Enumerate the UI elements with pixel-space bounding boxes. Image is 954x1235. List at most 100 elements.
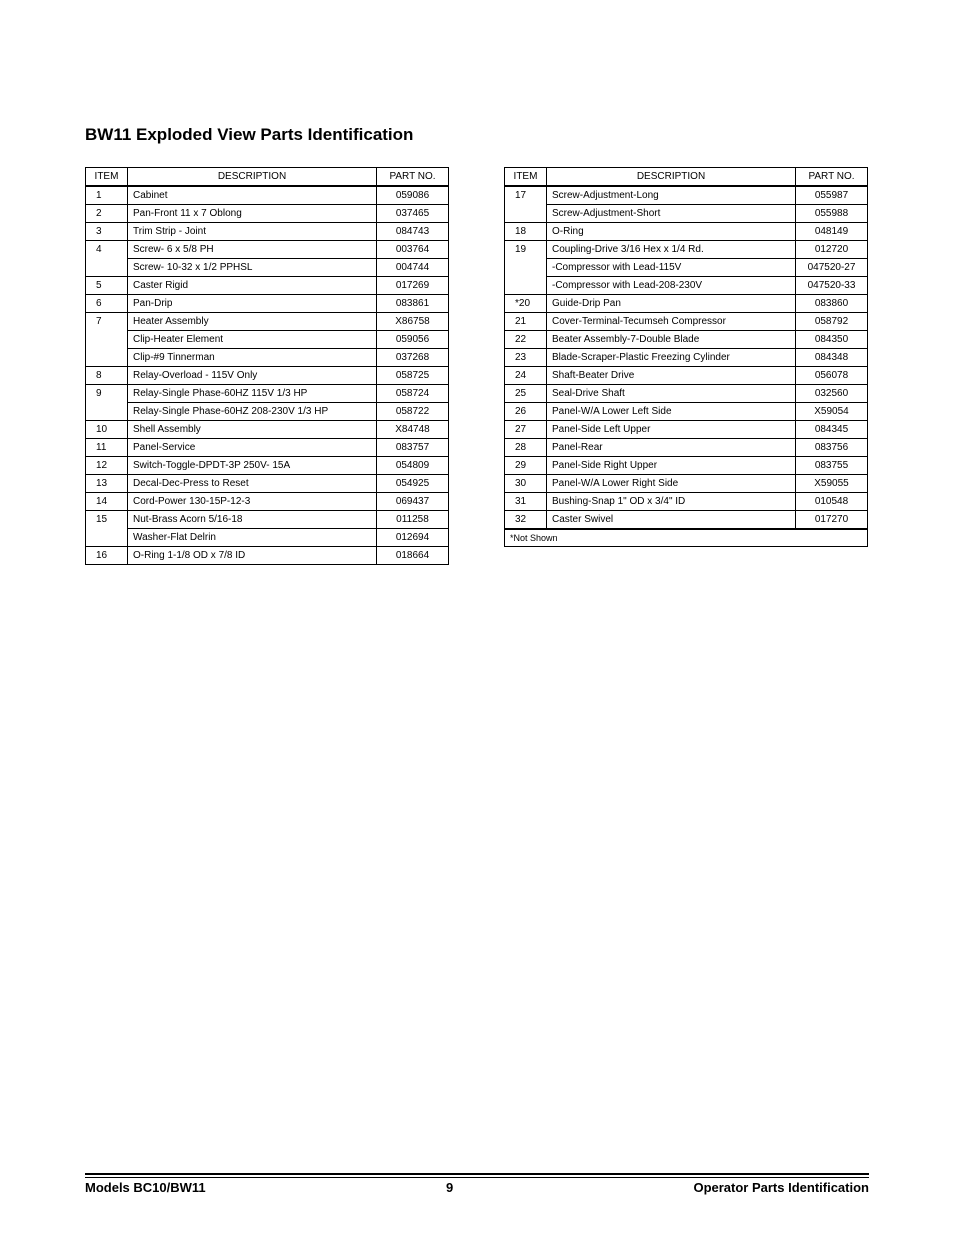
table-cell: Blade-Scraper-Plastic Freezing Cylinder (547, 349, 796, 367)
table-cell: 048149 (796, 223, 868, 241)
parts-table-left: ITEMDESCRIPTIONPART NO. 1Cabinet0590862Pa… (85, 167, 449, 565)
table-row: Screw-Adjustment-Short055988 (505, 205, 868, 223)
table-cell: Washer-Flat Delrin (128, 529, 377, 547)
table-cell: 3 (86, 223, 128, 241)
table-row: 9Relay-Single Phase-60HZ 115V 1/3 HP0587… (86, 385, 449, 403)
table-row: 19Coupling-Drive 3/16 Hex x 1/4 Rd.01272… (505, 241, 868, 259)
table-row: 10Shell AssemblyX84748 (86, 421, 449, 439)
table-cell: 083860 (796, 295, 868, 313)
table-row: 23Blade-Scraper-Plastic Freezing Cylinde… (505, 349, 868, 367)
table-row: *20Guide-Drip Pan083860 (505, 295, 868, 313)
table-cell: 012720 (796, 241, 868, 259)
table-cell: 17 (505, 186, 547, 223)
table-cell: 055988 (796, 205, 868, 223)
table-cell: 29 (505, 457, 547, 475)
footer-left: Models BC10/BW11 (85, 1180, 206, 1195)
table-cell: 037465 (377, 205, 449, 223)
table-cell: 056078 (796, 367, 868, 385)
table-cell: Coupling-Drive 3/16 Hex x 1/4 Rd. (547, 241, 796, 259)
table-cell: Heater Assembly (128, 313, 377, 331)
table-cell: Guide-Drip Pan (547, 295, 796, 313)
table-cell: Cabinet (128, 186, 377, 205)
table-cell: 012694 (377, 529, 449, 547)
table-cell: 8 (86, 367, 128, 385)
table-cell: Relay-Single Phase-60HZ 115V 1/3 HP (128, 385, 377, 403)
table-row: -Compressor with Lead-115V047520-27 (505, 259, 868, 277)
table-cell: Switch-Toggle-DPDT-3P 250V- 15A (128, 457, 377, 475)
table-cell: Panel-W/A Lower Left Side (547, 403, 796, 421)
table-cell: 26 (505, 403, 547, 421)
table-header: PART NO. (796, 168, 868, 187)
table-cell: 6 (86, 295, 128, 313)
table-cell: Cover-Terminal-Tecumseh Compressor (547, 313, 796, 331)
table-header: DESCRIPTION (128, 168, 377, 187)
table-cell: 017269 (377, 277, 449, 295)
table-cell: 083757 (377, 439, 449, 457)
table-row: 16O-Ring 1-1/8 OD x 7/8 ID018664 (86, 547, 449, 565)
table-row: 28Panel-Rear083756 (505, 439, 868, 457)
table-cell: Screw-Adjustment-Short (547, 205, 796, 223)
table-cell: Decal-Dec-Press to Reset (128, 475, 377, 493)
table-cell: 21 (505, 313, 547, 331)
table-cell: Caster Rigid (128, 277, 377, 295)
table-cell: 1 (86, 186, 128, 205)
table-row: 24Shaft-Beater Drive056078 (505, 367, 868, 385)
table-cell: 018664 (377, 547, 449, 565)
table-row: 27Panel-Side Left Upper084345 (505, 421, 868, 439)
table-cell: 083755 (796, 457, 868, 475)
parts-table-right: ITEMDESCRIPTIONPART NO.17Screw-Adjustmen… (504, 167, 868, 547)
table-cell: 010548 (796, 493, 868, 511)
table-cell: Caster Swivel (547, 511, 796, 530)
table-cell: Relay-Overload - 115V Only (128, 367, 377, 385)
table-cell: 28 (505, 439, 547, 457)
table-footnote: *Not Shown (505, 529, 868, 547)
table-cell: X59055 (796, 475, 868, 493)
table-cell: 7 (86, 313, 128, 367)
footer-center: 9 (446, 1180, 453, 1195)
table-cell: 084348 (796, 349, 868, 367)
table-cell: 16 (86, 547, 128, 565)
table-row: 2Pan-Front 11 x 7 Oblong037465 (86, 205, 449, 223)
table-cell: 23 (505, 349, 547, 367)
table-cell: 058725 (377, 367, 449, 385)
table-cell: 047520-27 (796, 259, 868, 277)
footer-rule-top (85, 1173, 869, 1175)
table-cell: 084350 (796, 331, 868, 349)
table-cell: 22 (505, 331, 547, 349)
table-cell: Screw-Adjustment-Long (547, 186, 796, 205)
table-cell: 084345 (796, 421, 868, 439)
table-cell: 32 (505, 511, 547, 530)
table-cell: Panel-Side Left Upper (547, 421, 796, 439)
table-cell: Shell Assembly (128, 421, 377, 439)
table-cell: 054809 (377, 457, 449, 475)
table-row: 25Seal-Drive Shaft032560 (505, 385, 868, 403)
table-cell: Pan-Drip (128, 295, 377, 313)
table-cell: 25 (505, 385, 547, 403)
section-title: BW11 Exploded View Parts Identification (85, 125, 869, 145)
table-cell: 059086 (377, 186, 449, 205)
table-cell: 27 (505, 421, 547, 439)
table-row: -Compressor with Lead-208-230V047520-33 (505, 277, 868, 295)
table-cell: 058722 (377, 403, 449, 421)
table-cell: 054925 (377, 475, 449, 493)
table-cell: Shaft-Beater Drive (547, 367, 796, 385)
table-row: 14Cord-Power 130-15P-12-3069437 (86, 493, 449, 511)
table-cell: 084743 (377, 223, 449, 241)
table-cell: Screw- 6 x 5/8 PH (128, 241, 377, 259)
table-cell: 047520-33 (796, 277, 868, 295)
table-cell: Panel-Side Right Upper (547, 457, 796, 475)
table-header: PART NO. (377, 168, 449, 187)
table-header: ITEM (86, 168, 128, 187)
table-cell: Cord-Power 130-15P-12-3 (128, 493, 377, 511)
table-row: 15Nut-Brass Acorn 5/16-18011258 (86, 511, 449, 529)
table-cell: O-Ring (547, 223, 796, 241)
page: BW11 Exploded View Parts Identification … (0, 0, 954, 1235)
table-row: Screw- 10-32 x 1/2 PPHSL004744 (86, 259, 449, 277)
table-row: 18O-Ring048149 (505, 223, 868, 241)
table-cell: Panel-Rear (547, 439, 796, 457)
table-cell: Beater Assembly-7-Double Blade (547, 331, 796, 349)
table-row: 7Heater AssemblyX86758 (86, 313, 449, 331)
table-cell: 5 (86, 277, 128, 295)
table-cell: 004744 (377, 259, 449, 277)
table-row: 30Panel-W/A Lower Right SideX59055 (505, 475, 868, 493)
